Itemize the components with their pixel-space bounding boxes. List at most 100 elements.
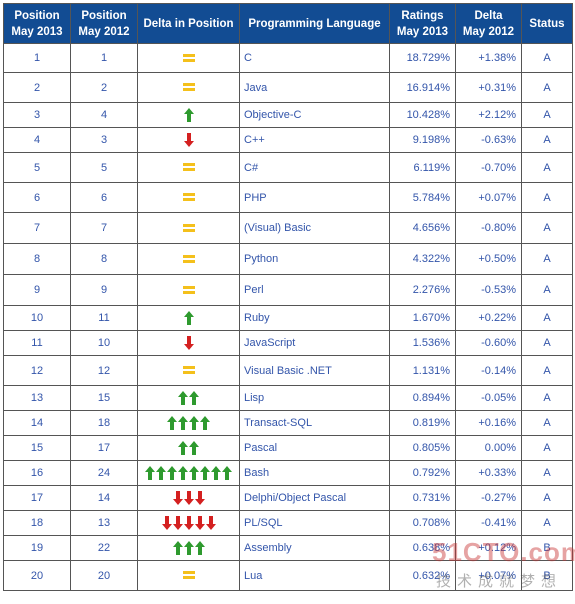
rating-cell: 4.656% (389, 212, 456, 244)
arrow-up-icon (178, 466, 188, 480)
delta-position-cell (137, 43, 240, 73)
change-cell: +0.22% (455, 305, 522, 331)
position-2013-cell: 16 (3, 460, 71, 486)
change-cell: +0.16% (455, 410, 522, 436)
status-cell: A (521, 102, 573, 128)
status-cell: A (521, 182, 573, 213)
header-row: Position May 2013 Position May 2012 Delta … (3, 3, 573, 44)
arrow-up-icon (167, 416, 177, 430)
delta-indicator (182, 163, 195, 172)
equal-icon (182, 53, 195, 63)
table-row: 7 7 (Visual) Basic 4.656% -0.80% A (3, 212, 573, 244)
position-2012-cell: 22 (70, 535, 138, 561)
change-cell: -0.14% (455, 355, 522, 386)
delta-indicator (182, 254, 195, 264)
status-cell: B (521, 535, 573, 561)
position-2012-cell: 3 (70, 127, 138, 153)
table-row: 13 15 Lisp 0.894% -0.05% A (3, 385, 573, 411)
language-cell: Objective-C (239, 102, 390, 128)
delta-indicator (161, 516, 216, 530)
delta-position-cell (137, 385, 240, 411)
rating-cell: 0.638% (389, 535, 456, 561)
equal-icon (182, 254, 195, 264)
language-cell: Transact-SQL (239, 410, 390, 436)
position-2013-cell: 15 (3, 435, 71, 461)
change-cell: +1.38% (455, 43, 522, 73)
position-2012-cell: 15 (70, 385, 138, 411)
delta-position-cell (137, 274, 240, 306)
equal-icon (182, 223, 195, 233)
ranking-table: Position May 2013 Position May 2012 Delta … (3, 3, 573, 591)
language-cell: Bash (239, 460, 390, 486)
language-cell: PHP (239, 182, 390, 213)
rating-cell: 16.914% (389, 72, 456, 103)
delta-position-cell (137, 510, 240, 536)
rating-cell: 5.784% (389, 182, 456, 213)
delta-indicator (182, 366, 195, 375)
status-cell: A (521, 274, 573, 306)
position-2012-cell: 6 (70, 182, 138, 213)
position-2012-cell: 18 (70, 410, 138, 436)
language-cell: Visual Basic .NET (239, 355, 390, 386)
position-2012-cell: 8 (70, 243, 138, 275)
change-cell: +2.12% (455, 102, 522, 128)
language-cell: Java (239, 72, 390, 103)
position-2013-cell: 1 (3, 43, 71, 73)
language-cell: Lua (239, 560, 390, 591)
table-row: 16 24 Bash 0.792% +0.33% A (3, 460, 573, 486)
language-cell: Python (239, 243, 390, 275)
delta-position-cell (137, 535, 240, 561)
delta-indicator (178, 441, 199, 455)
position-2012-cell: 14 (70, 485, 138, 511)
status-cell: A (521, 72, 573, 103)
rating-cell: 0.894% (389, 385, 456, 411)
delta-position-cell (137, 355, 240, 386)
language-cell: Perl (239, 274, 390, 306)
position-2013-cell: 4 (3, 127, 71, 153)
delta-position-cell (137, 212, 240, 244)
status-cell: A (521, 435, 573, 461)
arrow-up-icon (178, 441, 188, 455)
rating-cell: 4.322% (389, 243, 456, 275)
delta-position-cell (137, 485, 240, 511)
language-cell: C++ (239, 127, 390, 153)
arrow-down-icon (183, 336, 194, 350)
delta-position-cell (137, 243, 240, 275)
change-cell: -0.60% (455, 330, 522, 356)
header-status: Status (521, 3, 573, 44)
arrow-down-icon (172, 491, 183, 505)
table-row: 9 9 Perl 2.276% -0.53% A (3, 274, 573, 306)
status-cell: A (521, 355, 573, 386)
table-row: 5 5 C# 6.119% -0.70% A (3, 152, 573, 183)
status-cell: A (521, 410, 573, 436)
language-cell: Delphi/Object Pascal (239, 485, 390, 511)
position-2012-cell: 7 (70, 212, 138, 244)
rating-cell: 1.131% (389, 355, 456, 386)
position-2013-cell: 9 (3, 274, 71, 306)
change-cell: +0.50% (455, 243, 522, 275)
position-2013-cell: 2 (3, 72, 71, 103)
status-cell: A (521, 385, 573, 411)
position-2013-cell: 5 (3, 152, 71, 183)
table-row: 4 3 C++ 9.198% -0.63% A (3, 127, 573, 153)
delta-indicator (183, 133, 194, 147)
rating-cell: 0.792% (389, 460, 456, 486)
delta-indicator (172, 541, 205, 555)
delta-position-cell (137, 182, 240, 213)
header-ratings: Ratings May 2013 (389, 3, 456, 44)
arrow-up-icon (145, 466, 155, 480)
rating-cell: 0.805% (389, 435, 456, 461)
arrow-up-icon (156, 466, 166, 480)
arrow-up-icon (189, 391, 199, 405)
arrow-down-icon (194, 516, 205, 530)
position-2013-cell: 14 (3, 410, 71, 436)
equal-icon (182, 163, 195, 172)
language-cell: Pascal (239, 435, 390, 461)
change-cell: -0.27% (455, 485, 522, 511)
language-cell: Assembly (239, 535, 390, 561)
arrow-up-icon (183, 108, 194, 122)
delta-position-cell (137, 410, 240, 436)
delta-indicator (182, 285, 195, 295)
position-2013-cell: 8 (3, 243, 71, 275)
language-cell: PL/SQL (239, 510, 390, 536)
